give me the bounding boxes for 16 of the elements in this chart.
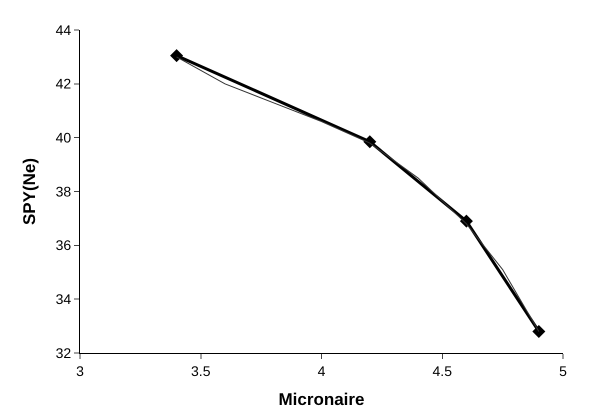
- y-tick-label: 40: [56, 130, 72, 146]
- point: [170, 49, 184, 62]
- y-tick-label: 44: [56, 22, 72, 38]
- point: [532, 324, 546, 338]
- y-axis-title: SPY(Ne): [20, 158, 40, 226]
- x-axis-title: Micronaire: [278, 390, 364, 410]
- x-tick-label: 3: [76, 362, 84, 379]
- x-tick-label: 3.5: [191, 362, 211, 379]
- y-tick-label: 32: [56, 344, 72, 361]
- y-tick-label: 42: [56, 76, 72, 92]
- y-tick-label: 34: [56, 291, 72, 308]
- x-tick-label: 5: [559, 362, 568, 379]
- x-tick-label: 4: [318, 362, 326, 379]
- x-tick-label: 4.5: [432, 362, 452, 379]
- y-tick-label: 36: [56, 237, 72, 254]
- y-tick-label: 38: [56, 183, 72, 200]
